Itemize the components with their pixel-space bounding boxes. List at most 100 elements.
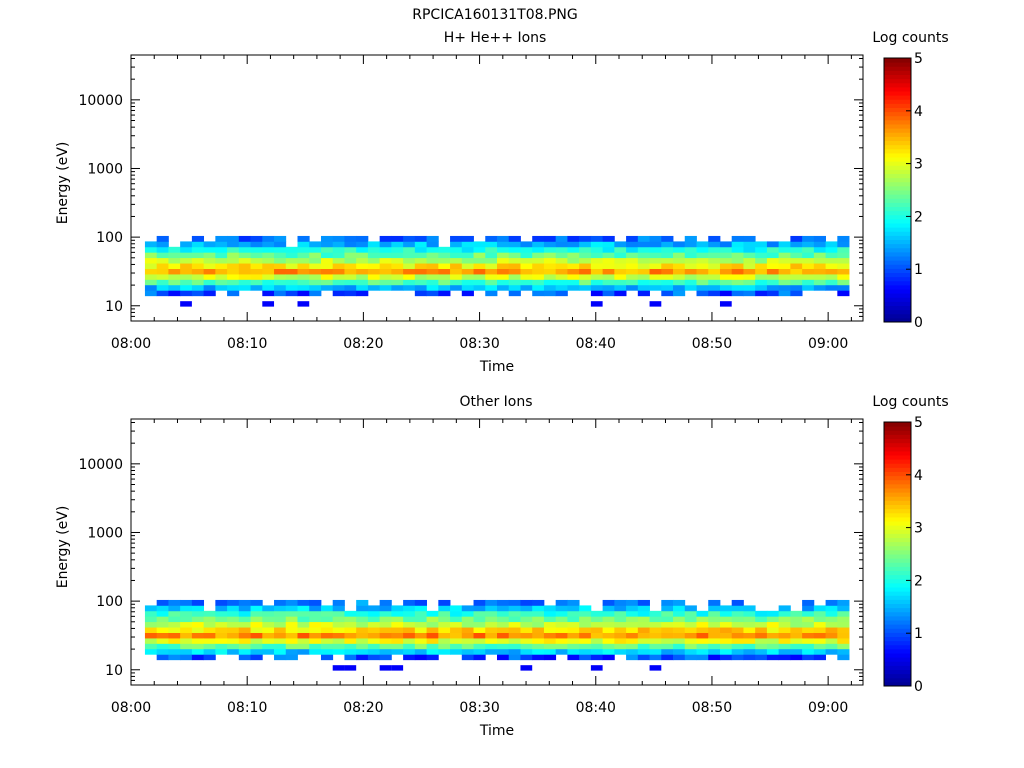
heatmap-cell: [238, 648, 251, 655]
heatmap-cell: [649, 252, 662, 259]
heatmap-cell: [813, 268, 826, 275]
heatmap-cell: [813, 235, 826, 242]
heatmap-cell: [203, 610, 216, 617]
heatmap-cell: [332, 252, 345, 259]
colorbar-swatch: [884, 628, 911, 633]
heatmap-cell: [461, 627, 474, 633]
heatmap-cell: [203, 621, 216, 628]
heatmap-cell: [696, 263, 709, 269]
heatmap-cell: [180, 284, 193, 291]
heatmap-cell: [837, 268, 850, 275]
heatmap-cell: [450, 268, 463, 275]
heatmap-cell: [203, 290, 216, 297]
heatmap-cell: [438, 268, 451, 275]
heatmap-cell: [825, 241, 838, 248]
heatmap-cell: [837, 605, 850, 612]
heatmap-cell: [285, 621, 298, 628]
heatmap-cell: [191, 654, 205, 661]
heatmap-cell: [473, 257, 486, 264]
heatmap-cell: [426, 268, 439, 275]
heatmap-cell: [391, 605, 404, 612]
heatmap-cell: [438, 637, 451, 644]
heatmap-cell: [684, 284, 697, 291]
heatmap-cell: [403, 605, 416, 612]
heatmap-cell: [590, 252, 604, 259]
heatmap-cell: [473, 605, 486, 612]
heatmap-cell: [708, 279, 721, 286]
heatmap-cell: [719, 632, 733, 639]
heatmap-cell: [309, 616, 322, 623]
heatmap-cell: [602, 654, 615, 661]
heatmap-cell: [802, 654, 815, 661]
heatmap-cell: [719, 290, 733, 297]
colorbar-swatch: [884, 459, 911, 464]
heatmap-cell: [461, 273, 474, 280]
heatmap-cell: [813, 257, 826, 264]
x-tick-label: 08:00: [111, 336, 151, 352]
heatmap-cell: [837, 632, 850, 639]
heatmap-cell: [227, 648, 240, 655]
heatmap-cell: [497, 599, 510, 606]
heatmap-cell: [168, 610, 181, 617]
heatmap-cell: [438, 648, 451, 655]
colorbar-swatch: [884, 640, 911, 646]
y-tick-label: 100: [96, 594, 123, 610]
heatmap-cell: [532, 290, 545, 297]
heatmap-cell: [144, 637, 158, 644]
heatmap-cell: [684, 654, 697, 661]
heatmap-cell: [649, 648, 662, 655]
heatmap-cell: [320, 241, 334, 248]
colorbar-swatch: [884, 293, 911, 298]
heatmap-cell: [238, 252, 251, 259]
heatmap-cell: [543, 235, 557, 242]
heatmap-cell: [731, 290, 744, 297]
heatmap-cell: [297, 235, 310, 242]
heatmap-cell: [238, 279, 251, 286]
heatmap-cell: [684, 648, 697, 655]
heatmap-cell: [508, 263, 521, 269]
heatmap-cell: [344, 632, 357, 639]
heatmap-cell: [285, 616, 298, 623]
heatmap-cell: [473, 643, 486, 650]
heatmap-cell: [696, 273, 709, 280]
heatmap-cell: [532, 654, 545, 661]
heatmap-cell: [602, 263, 615, 269]
heatmap-cell: [590, 648, 604, 655]
heatmap-cell: [813, 284, 826, 291]
heatmap-cell: [649, 241, 662, 248]
heatmap-cell: [802, 648, 815, 655]
heatmap-cell: [825, 627, 838, 633]
colorbar-swatch: [884, 467, 911, 473]
heatmap-cell: [637, 290, 650, 297]
heatmap-cell: [473, 599, 486, 606]
heatmap-cell: [414, 257, 427, 264]
heatmap-cell: [450, 246, 463, 253]
heatmap-cell: [180, 643, 193, 650]
heatmap-cell: [403, 637, 416, 644]
heatmap-cell: [755, 627, 768, 633]
heatmap-cell: [719, 301, 732, 307]
heatmap-cell: [450, 627, 463, 633]
heatmap-cell: [309, 246, 322, 253]
heatmap-cell: [367, 263, 381, 269]
heatmap-cell: [274, 632, 287, 639]
heatmap-cell: [825, 268, 838, 275]
heatmap-cell: [438, 610, 451, 617]
heatmap-cell: [508, 290, 521, 297]
heatmap-cell: [661, 246, 674, 253]
heatmap-cell: [543, 290, 557, 297]
heatmap-cell: [543, 643, 557, 650]
heatmap-cell: [497, 257, 510, 264]
heatmap-cell: [250, 605, 263, 612]
heatmap-cell: [614, 279, 627, 286]
heatmap-cell: [837, 637, 850, 644]
colorbar-swatch: [884, 636, 911, 642]
heatmap-cell: [637, 252, 650, 259]
heatmap-cell: [262, 648, 275, 655]
colorbar-swatch: [884, 595, 911, 600]
heatmap-cell: [532, 273, 545, 280]
heatmap-cell: [203, 627, 216, 633]
heatmap-cell: [320, 257, 334, 264]
colorbar-tick-label: 5: [914, 51, 923, 67]
heatmap-cell: [274, 637, 287, 644]
